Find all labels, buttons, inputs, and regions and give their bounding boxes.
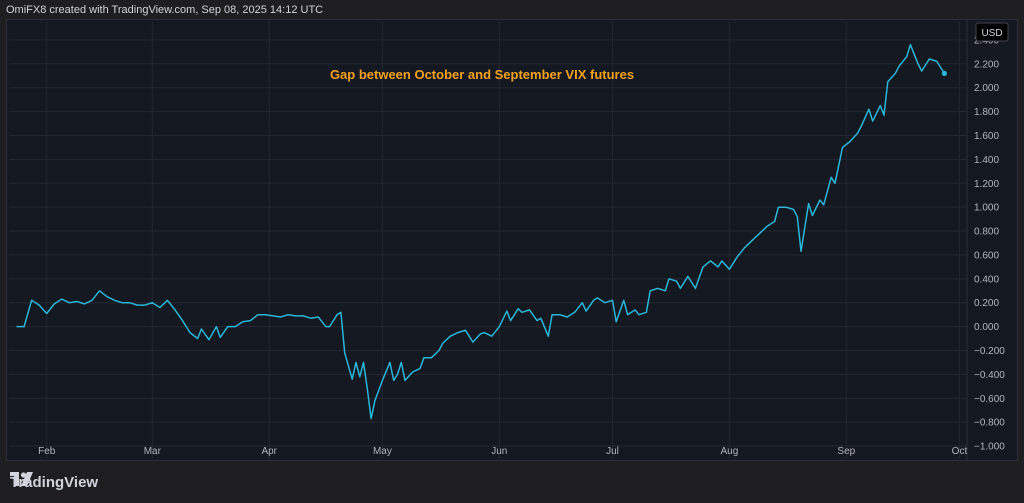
chart-grid <box>9 22 967 458</box>
chart-annotation: Gap between October and September VIX fu… <box>330 67 634 82</box>
x-tick-label: Sep <box>837 446 855 457</box>
y-tick-label: 1.400 <box>974 155 999 166</box>
chart-frame[interactable]: 2.4002.2002.0001.8001.6001.4001.2001.000… <box>6 19 1018 461</box>
tradingview-wordmark: TradingView <box>10 473 99 491</box>
tradingview-logo: TradingView <box>10 472 98 492</box>
x-tick-label: May <box>373 446 392 457</box>
y-tick-label: −0.800 <box>974 418 1005 429</box>
tradingview-logo-icon <box>10 472 33 486</box>
y-tick-label: −0.200 <box>974 346 1005 357</box>
y-tick-label: 2.000 <box>974 83 999 94</box>
x-tick-label: Aug <box>720 446 738 457</box>
x-tick-label: Jul <box>606 446 619 457</box>
y-tick-label: 1.600 <box>974 131 999 142</box>
y-tick-label: −0.400 <box>974 370 1005 381</box>
y-tick-label: 0.800 <box>974 227 999 238</box>
y-tick-label: 0.600 <box>974 250 999 261</box>
y-tick-label: 0.000 <box>974 322 999 333</box>
y-tick-label: 1.000 <box>974 203 999 214</box>
x-tick-label: Oct <box>952 446 968 457</box>
line-chart[interactable]: 2.4002.2002.0001.8001.6001.4001.2001.000… <box>7 20 1017 460</box>
y-tick-label: 0.400 <box>974 274 999 285</box>
chart-series <box>16 43 947 420</box>
price-axis: 2.4002.2002.0001.8001.6001.4001.2001.000… <box>966 20 1005 460</box>
y-tick-label: −1.000 <box>974 442 1005 453</box>
chart-credit: OmiFX8 created with TradingView.com, Sep… <box>6 4 324 16</box>
y-tick-label: −0.600 <box>974 394 1005 405</box>
currency-label: USD <box>981 28 1002 39</box>
y-tick-label: 1.200 <box>974 179 999 190</box>
x-tick-label: Apr <box>261 446 277 457</box>
y-tick-label: 1.800 <box>974 107 999 118</box>
currency-badge[interactable]: USD <box>975 22 1009 42</box>
last-point-marker <box>941 70 947 76</box>
y-tick-label: 2.200 <box>974 59 999 70</box>
series-line[interactable] <box>16 43 946 420</box>
y-tick-label: 0.200 <box>974 298 999 309</box>
x-tick-label: Feb <box>38 446 56 457</box>
time-axis: Feb Mar Apr May Jun Jul Aug Sep Oct <box>38 446 967 457</box>
x-tick-label: Jun <box>491 446 507 457</box>
x-tick-label: Mar <box>144 446 162 457</box>
